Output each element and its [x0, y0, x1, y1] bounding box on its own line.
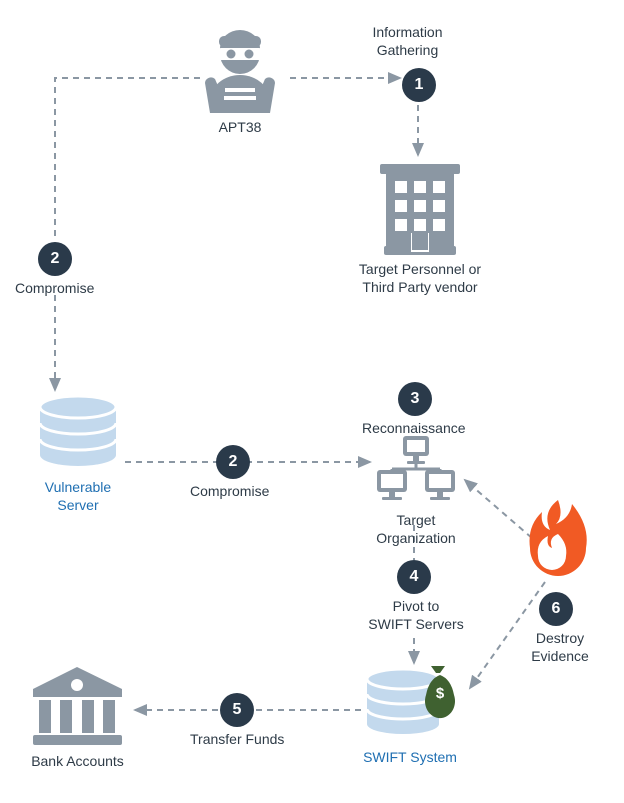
apt38-label: APT38	[219, 119, 262, 137]
badge-6-num: 6	[552, 600, 561, 618]
label-info-gathering: Information Gathering	[360, 24, 455, 59]
label-destroy: Destroy Evidence	[525, 630, 595, 665]
badge-4-num: 4	[410, 568, 419, 586]
computers-icon	[373, 434, 459, 506]
badge-1-num: 1	[415, 76, 424, 94]
badge-2a: 2	[38, 242, 72, 276]
svg-text:$: $	[436, 685, 445, 702]
robber-icon	[202, 28, 278, 113]
bank-label: Bank Accounts	[31, 753, 124, 771]
label-recon: Reconnaissance	[362, 420, 466, 438]
label-pivot: Pivot to SWIFT Servers	[366, 598, 466, 633]
badge-3: 3	[398, 382, 432, 416]
label-compromise-b: Compromise	[190, 483, 269, 501]
node-swift: $ SWIFT System	[360, 665, 460, 767]
badge-6: 6	[539, 592, 573, 626]
building-icon	[378, 160, 462, 255]
node-target-personnel: Target Personnel or Third Party vendor	[355, 160, 485, 296]
badge-5: 5	[220, 693, 254, 727]
swift-icon: $	[360, 665, 460, 743]
vulnerable-server-label: Vulnerable Server	[45, 479, 111, 514]
badge-2b: 2	[216, 445, 250, 479]
label-transfer: Transfer Funds	[190, 731, 284, 749]
node-vulnerable-server: Vulnerable Server	[30, 395, 126, 514]
badge-2b-num: 2	[229, 453, 238, 471]
badge-3-num: 3	[411, 390, 420, 408]
target-org-label: Target Organization	[376, 512, 455, 547]
node-target-org: Target Organization	[370, 434, 462, 547]
bank-icon	[30, 665, 125, 747]
badge-2a-num: 2	[51, 250, 60, 268]
database-icon	[35, 395, 121, 473]
diagram-stage: APT38 Target Personnel or	[0, 0, 624, 803]
swift-label: SWIFT System	[363, 749, 457, 767]
badge-4: 4	[397, 560, 431, 594]
node-apt38: APT38	[200, 28, 280, 137]
node-bank: Bank Accounts	[25, 665, 130, 771]
label-compromise-a: Compromise	[15, 280, 94, 298]
target-personnel-label: Target Personnel or Third Party vendor	[359, 261, 481, 296]
fire-icon	[524, 498, 592, 580]
badge-1: 1	[402, 68, 436, 102]
badge-5-num: 5	[233, 701, 242, 719]
node-destroy-evidence	[520, 498, 595, 580]
